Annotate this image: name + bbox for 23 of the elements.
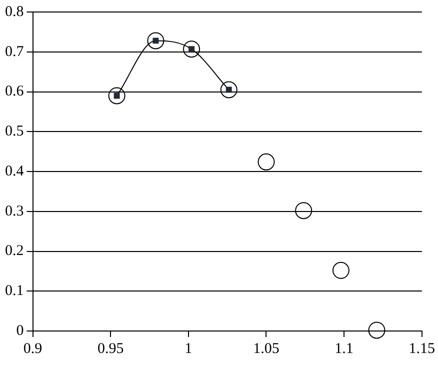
point [332, 262, 350, 279]
x-tick-label: 0.9 [23, 340, 42, 357]
x-tick-label: 1.05 [253, 340, 280, 357]
y-tick-label: 0.2 [5, 243, 24, 260]
point [295, 202, 312, 220]
x-tick-label: 1.15 [408, 340, 435, 357]
point [183, 40, 200, 58]
y-tick-label: 0.4 [5, 163, 24, 180]
point [220, 81, 238, 98]
y-tick-label: 0.3 [5, 203, 24, 220]
y-tick-label: 0.8 [5, 4, 24, 20]
y-tick-label: 0 [16, 322, 24, 339]
x-tick-label: 0.95 [97, 340, 124, 357]
point [368, 322, 386, 339]
point [108, 87, 126, 104]
x-tick-label: 1 [184, 340, 192, 357]
y-tick-label: 0.1 [5, 283, 24, 300]
point [258, 153, 275, 170]
y-tick-label: 0.5 [5, 124, 24, 140]
y-tick-label: 0.7 [5, 44, 24, 60]
point [147, 32, 164, 50]
x-tick-label: 1.1 [334, 340, 354, 357]
y-tick-label: 0.6 [5, 84, 24, 100]
